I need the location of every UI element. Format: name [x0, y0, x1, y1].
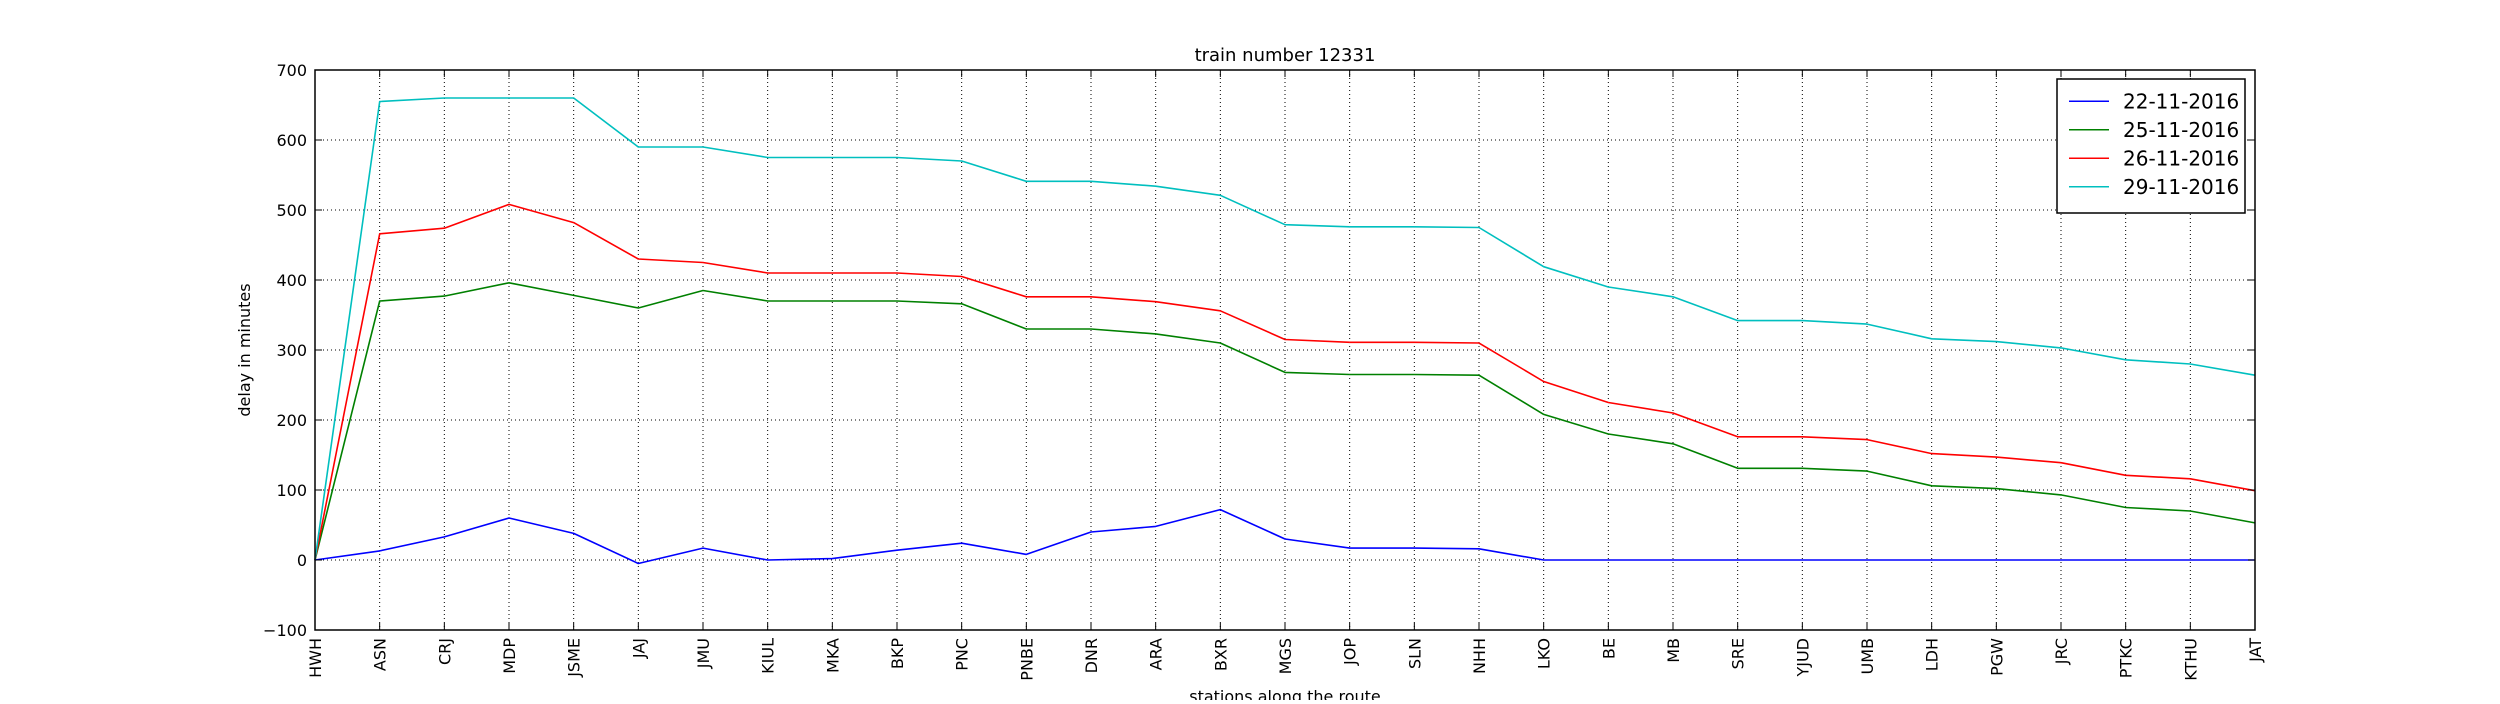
x-tick-label: PTKC [2117, 638, 2136, 678]
x-tick-label: PNBE [1017, 638, 1036, 681]
x-tick-label: JRC [2052, 638, 2071, 665]
series-line-26-11-2016 [314, 203, 2256, 561]
legend-entry: 29-11-2016 [2123, 175, 2239, 199]
x-tick-label: JAJ [629, 638, 648, 659]
legend-entry: 22-11-2016 [2123, 89, 2239, 113]
x-tick-label: ARA [1147, 638, 1166, 670]
x-tick-label: LDH [1923, 638, 1942, 671]
series-line-22-11-2016 [314, 508, 2255, 565]
x-tick-label: BE [1599, 638, 1618, 659]
x-tick-label: PNC [953, 638, 972, 671]
y-tick-label: 600 [276, 131, 307, 150]
x-tick-label: CRJ [435, 638, 454, 665]
x-tick-label: BXR [1211, 638, 1230, 671]
y-tick-label: 100 [276, 481, 307, 500]
x-tick-label: JMU [694, 638, 713, 669]
x-tick-label: YJUD [1793, 638, 1812, 678]
y-tick-label: 400 [276, 271, 307, 290]
x-tick-label: SLN [1405, 638, 1424, 669]
y-tick-label: 200 [276, 411, 307, 430]
y-tick-label: 300 [276, 341, 307, 360]
x-tick-label: KTHU [2181, 638, 2200, 681]
legend-entry: 25-11-2016 [2123, 118, 2239, 142]
x-tick-label: MKA [823, 638, 842, 673]
x-tick-label: SRE [1729, 638, 1748, 669]
y-tick-label: −100 [263, 621, 307, 640]
series-line-29-11-2016 [314, 97, 2256, 561]
chart-title: train number 12331 [1195, 45, 1376, 66]
x-tick-label: PGW [1987, 638, 2006, 676]
x-tick-label: HWH [306, 638, 325, 678]
x-tick-label: LKO [1535, 638, 1554, 669]
x-tick-label: KIUL [759, 638, 778, 674]
legend: 22-11-2016 25-11-2016 26-11-2016 29-11-2016 [2056, 78, 2246, 214]
legend-entry: 26-11-2016 [2123, 146, 2239, 170]
x-tick-label: JSME [565, 638, 584, 678]
x-tick-label: DNR [1082, 638, 1101, 673]
x-tick-label: JOP [1341, 638, 1360, 666]
y-axis-label: delay in minutes [235, 283, 254, 416]
x-axis-label: stations along the route [1189, 687, 1381, 700]
x-tick-label: ASN [371, 638, 390, 671]
x-tick-label: NHH [1470, 638, 1489, 674]
x-tick-label: MB [1664, 638, 1683, 663]
y-tick-label: 500 [276, 201, 307, 220]
x-tick-label: BKP [888, 638, 907, 669]
x-tick-label: UMB [1858, 638, 1877, 675]
y-tick-label: 0 [297, 551, 307, 570]
x-tick-label: JAT [2246, 638, 2265, 663]
series-line-25-11-2016 [314, 281, 2256, 561]
x-tick-label: MDP [500, 638, 519, 674]
x-tick-label: MGS [1276, 638, 1295, 674]
y-tick-label: 700 [276, 61, 307, 80]
